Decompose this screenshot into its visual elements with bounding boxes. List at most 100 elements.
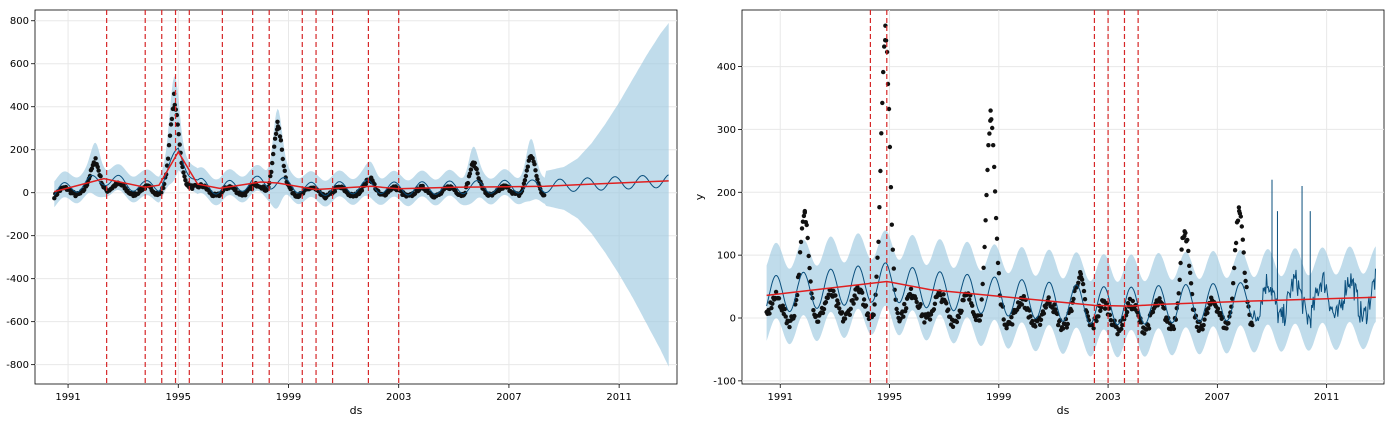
observed-point — [277, 134, 283, 139]
observed-point — [886, 106, 892, 112]
y-tick-label: -400 — [6, 274, 29, 285]
observed-point — [1125, 301, 1131, 306]
observed-point — [1145, 323, 1151, 328]
y-tick-label: 800 — [10, 16, 29, 27]
observed-point — [1081, 288, 1087, 294]
observed-point — [1226, 321, 1231, 326]
x-tick-label: 2003 — [386, 392, 411, 403]
observed-point — [981, 265, 986, 270]
x-tick-label: 2007 — [496, 392, 521, 403]
observed-point — [1185, 237, 1190, 243]
observed-point — [984, 192, 989, 198]
observed-point — [980, 281, 985, 287]
observed-point — [821, 306, 827, 312]
observed-point — [1053, 307, 1058, 312]
observed-point — [95, 164, 100, 170]
observed-point — [994, 236, 1000, 241]
observed-point — [847, 312, 852, 317]
observed-point — [1033, 324, 1038, 329]
observed-point — [985, 167, 990, 173]
observed-point — [1176, 291, 1181, 296]
observed-point — [233, 187, 238, 192]
observed-point — [875, 255, 880, 260]
observed-point — [523, 173, 529, 179]
peak-point — [988, 108, 993, 113]
x-tick-label: 1995 — [166, 392, 191, 403]
observed-point — [881, 69, 886, 75]
observed-point — [1071, 296, 1076, 302]
observed-point — [891, 266, 896, 271]
observed-point — [412, 191, 418, 196]
observed-point — [525, 164, 530, 169]
observed-point — [883, 38, 889, 43]
observed-point — [1021, 294, 1026, 299]
observed-point — [842, 316, 848, 321]
observed-point — [944, 301, 949, 306]
observed-point — [1187, 263, 1192, 268]
observed-point — [272, 144, 277, 149]
chart-left: 1991 1995 1999 2003 2007 2011 -800 -600 -400 -200… — [6, 9, 678, 417]
observed-point — [474, 167, 479, 172]
observed-point — [993, 215, 999, 221]
observed-point — [1157, 296, 1162, 301]
observed-point — [872, 302, 877, 307]
observed-point — [1052, 302, 1057, 307]
observed-point — [1122, 317, 1127, 322]
observed-point — [521, 181, 527, 186]
observed-point — [1231, 281, 1236, 286]
observed-point — [792, 313, 797, 319]
observed-point — [535, 177, 540, 182]
peak-point — [369, 175, 374, 180]
observed-point — [1242, 270, 1247, 275]
observed-point — [1188, 270, 1193, 275]
observed-point — [877, 205, 882, 210]
observed-point — [854, 296, 859, 301]
forecast-line-right — [766, 179, 1376, 329]
observed-point — [1016, 304, 1022, 310]
observed-point — [1194, 324, 1200, 330]
observed-point — [798, 239, 804, 245]
y-tick-label: -600 — [6, 317, 29, 328]
observed-point — [1060, 326, 1066, 331]
y-tick-label: -800 — [6, 360, 29, 371]
observed-point — [98, 174, 103, 179]
observed-point — [168, 122, 174, 127]
observed-point — [1046, 295, 1051, 300]
observed-point — [820, 310, 826, 316]
observed-point — [282, 168, 287, 173]
observed-point — [839, 310, 845, 315]
observed-point — [804, 222, 809, 228]
observed-point — [278, 138, 284, 143]
observed-point — [769, 305, 774, 311]
observed-point — [332, 189, 338, 194]
observed-point — [959, 308, 964, 314]
x-tick-label: 1999 — [276, 392, 301, 403]
observed-point — [1218, 311, 1224, 316]
y-tick-label: 0 — [730, 314, 736, 325]
observed-point — [871, 312, 876, 318]
observed-point — [1120, 322, 1125, 328]
observed-point — [181, 170, 186, 175]
observed-point — [363, 181, 368, 187]
observed-point — [992, 189, 998, 194]
observed-point — [1094, 318, 1099, 324]
observed-point — [932, 301, 938, 306]
observed-point — [954, 319, 960, 325]
observed-point — [848, 306, 853, 311]
observed-point — [836, 301, 841, 306]
observed-point — [526, 158, 531, 163]
observed-point — [890, 247, 895, 252]
observed-point — [542, 193, 547, 198]
observed-point — [837, 306, 842, 311]
observed-point — [967, 297, 972, 302]
observed-point — [1232, 248, 1238, 253]
observed-point — [280, 156, 285, 162]
observed-point — [166, 143, 172, 148]
observed-point — [990, 125, 995, 131]
observed-point — [780, 303, 785, 308]
observed-point — [797, 250, 803, 255]
observed-point — [996, 271, 1002, 276]
observed-point — [1098, 308, 1103, 313]
observed-point — [816, 319, 821, 324]
observed-point — [908, 286, 914, 291]
